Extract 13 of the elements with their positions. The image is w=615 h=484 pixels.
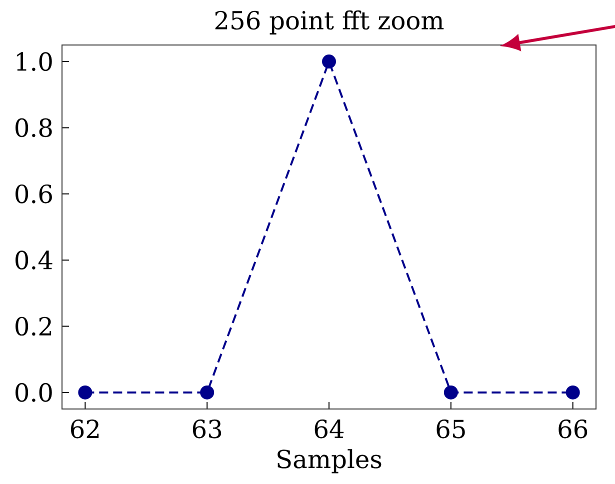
y-tick-label: 0.8 [16, 118, 52, 138]
x-tick-label: 65 [436, 419, 465, 438]
x-tick-label: 64 [314, 419, 344, 438]
y-tick-label: 0.6 [16, 184, 52, 204]
x-tick-label: 63 [192, 419, 222, 438]
x-tick-label: 62 [71, 419, 99, 438]
y-tick-label: 0.2 [16, 316, 52, 336]
y-tick-label: 0.0 [16, 383, 52, 402]
y-tick-label: 1.0 [16, 52, 52, 71]
y-tick-label: 0.4 [16, 250, 52, 270]
chart-title: 256 point fft zoom [215, 10, 444, 34]
x-axis-title: Samples [278, 449, 382, 474]
x-tick-label: 66 [558, 419, 588, 438]
